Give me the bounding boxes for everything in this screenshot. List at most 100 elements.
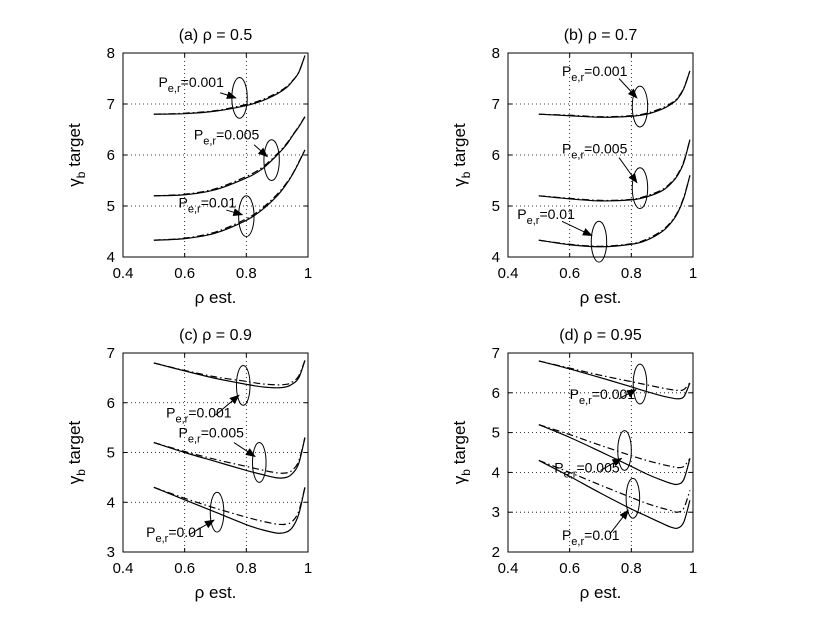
annotation-label: Pe,r=0.005 xyxy=(562,140,628,161)
y-axis-label: γb target xyxy=(450,123,473,187)
annotation-ellipse xyxy=(631,167,649,210)
annotation-arrow xyxy=(600,457,623,471)
series-line-4-dashdot xyxy=(538,424,691,469)
chart-title: (b) ρ = 0.7 xyxy=(564,27,638,44)
annotation-label: Pe,r=0.001 xyxy=(562,63,628,84)
annotation-arrow xyxy=(215,394,240,416)
y-tick-label: 7 xyxy=(107,96,115,113)
series-line-5-solid xyxy=(153,486,306,534)
y-tick-label: 7 xyxy=(492,96,500,113)
y-tick-label: 5 xyxy=(492,198,500,215)
x-tick-label: 1 xyxy=(689,265,697,282)
annotation-ellipse xyxy=(632,363,648,405)
x-tick-label: 0.4 xyxy=(113,265,134,282)
plot-area xyxy=(507,352,694,553)
annotation-ellipse xyxy=(590,220,608,263)
y-axis-label: γb target xyxy=(450,421,473,485)
annotation-arrow xyxy=(253,144,269,158)
series-line-1-solid xyxy=(538,360,691,400)
annotation-ellipse xyxy=(235,364,251,406)
y-tick-label: 5 xyxy=(107,445,115,462)
series-line-3-solid xyxy=(153,437,306,479)
series-line-6-dashdot xyxy=(153,486,306,526)
x-axis-label: ρ est. xyxy=(580,288,622,307)
series-line-6-dashdot xyxy=(153,149,306,241)
x-tick-label: 0.8 xyxy=(236,265,257,282)
series-line-2-dashdot xyxy=(538,70,691,118)
annotation-arrow xyxy=(618,78,638,99)
annotation-ellipse xyxy=(251,442,267,483)
annotation-label: Pe,r=0.01 xyxy=(146,524,204,545)
series-line-5-solid xyxy=(538,459,691,530)
y-tick-label: 4 xyxy=(492,249,500,266)
series-line-4-dashdot xyxy=(153,437,306,474)
annotation-arrow xyxy=(189,519,215,536)
x-axis-label: ρ est. xyxy=(580,583,622,602)
annotation-ellipse xyxy=(238,195,255,238)
series-line-6-dashdot xyxy=(538,459,691,513)
y-tick-label: 8 xyxy=(107,45,115,62)
annotation-ellipse xyxy=(617,430,632,471)
annotation-label: Pe,r=0.01 xyxy=(562,527,620,548)
y-tick-label: 5 xyxy=(492,425,500,442)
x-tick-label: 0.4 xyxy=(113,560,134,577)
annotation-ellipse xyxy=(263,139,280,182)
annotation-label: Pe,r=0.005 xyxy=(194,127,260,148)
x-tick-label: 1 xyxy=(304,265,312,282)
annotation-ellipse xyxy=(631,85,649,128)
x-axis-label: ρ est. xyxy=(195,288,237,307)
y-tick-label: 6 xyxy=(107,395,115,412)
x-tick-label: 0.8 xyxy=(621,560,642,577)
series-line-5-solid xyxy=(153,149,306,241)
annotation-label: Pe,r=0.005 xyxy=(554,459,620,480)
annotation-arrow xyxy=(618,157,638,184)
x-tick-label: 0.6 xyxy=(174,265,195,282)
y-tick-label: 4 xyxy=(107,494,115,511)
chart-title: (c) ρ = 0.9 xyxy=(179,327,252,344)
series-line-2-dashdot xyxy=(538,360,691,392)
y-tick-label: 4 xyxy=(107,249,115,266)
x-tick-label: 0.4 xyxy=(498,560,519,577)
series-line-6-dashdot xyxy=(538,175,691,247)
annotation-label: Pe,r=0.001 xyxy=(166,405,232,426)
y-tick-label: 6 xyxy=(492,147,500,164)
annotation-arrow xyxy=(561,220,593,237)
x-tick-label: 0.8 xyxy=(236,560,257,577)
annotation-arrow xyxy=(618,389,637,400)
y-tick-label: 3 xyxy=(492,504,500,521)
y-tick-label: 3 xyxy=(107,544,115,561)
y-tick-label: 7 xyxy=(492,345,500,362)
annotation-label: Pe,r=0.005 xyxy=(179,425,245,446)
x-tick-label: 0.6 xyxy=(559,265,580,282)
x-axis-label: ρ est. xyxy=(195,583,237,602)
annotation-label: Pe,r=0.001 xyxy=(158,74,224,95)
y-tick-label: 6 xyxy=(107,147,115,164)
panel-2: 0.4 0.6 0.8 1 4 5 6 7 8 Pe,r=0.001 Pe,r=0.005 Pe,r=… xyxy=(450,27,697,307)
y-tick-label: 2 xyxy=(492,544,500,561)
y-tick-label: 5 xyxy=(107,198,115,215)
annotation-label: Pe,r=0.01 xyxy=(179,195,237,216)
annotation-arrow xyxy=(233,442,256,458)
chart-title: (d) ρ = 0.95 xyxy=(559,327,642,344)
series-line-2-dashdot xyxy=(153,360,306,386)
y-tick-label: 4 xyxy=(492,464,500,481)
series-line-1-solid xyxy=(153,360,306,389)
annotation-arrow xyxy=(609,509,629,535)
y-tick-label: 8 xyxy=(492,45,500,62)
x-tick-label: 1 xyxy=(689,560,697,577)
y-axis-label: γb target xyxy=(65,421,88,485)
series-line-3-solid xyxy=(538,424,691,486)
x-tick-label: 0.4 xyxy=(498,265,519,282)
series-line-4-dashdot xyxy=(153,116,306,197)
x-tick-label: 0.8 xyxy=(621,265,642,282)
panel-4: 0.4 0.6 0.8 1 2 3 4 5 6 7 Pe,r=0.001 Pe,r=0.005 Pe,r… xyxy=(450,327,697,602)
x-tick-label: 0.6 xyxy=(559,560,580,577)
annotation-ellipse xyxy=(625,477,641,519)
x-tick-label: 0.6 xyxy=(174,560,195,577)
series-line-4-dashdot xyxy=(538,139,691,202)
annotation-ellipse xyxy=(209,491,225,533)
x-tick-label: 1 xyxy=(304,560,312,577)
annotation-arrow xyxy=(219,91,237,99)
